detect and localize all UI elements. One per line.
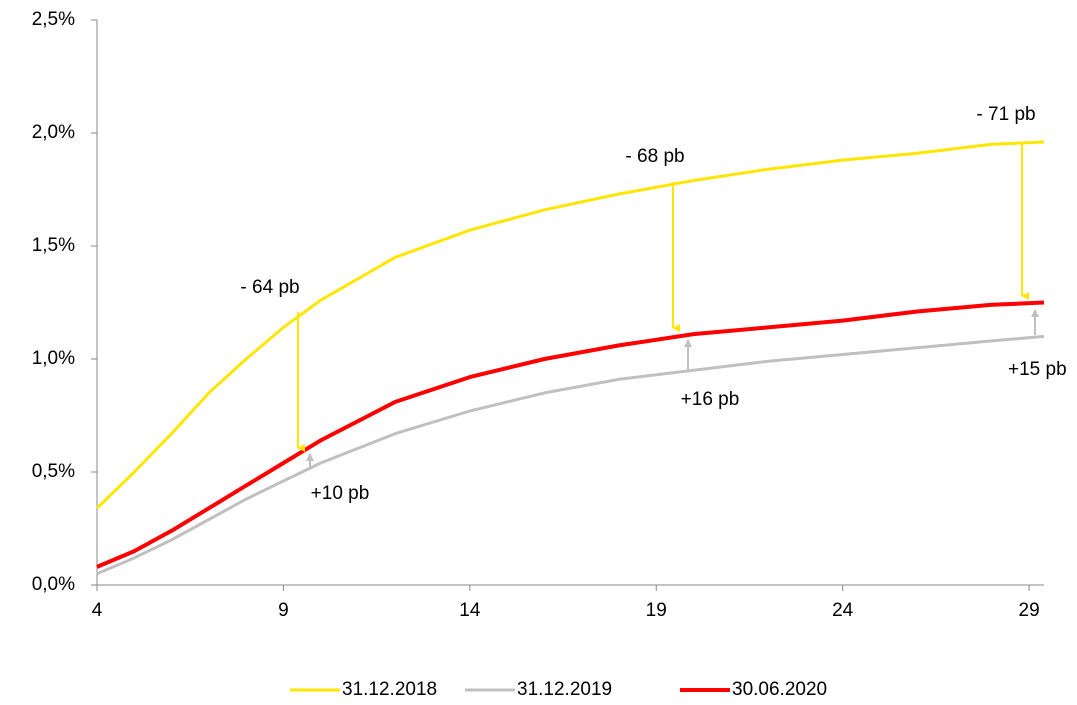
y-tick-label: 2,0% [32, 122, 75, 143]
x-tick-label: 29 [1019, 600, 1040, 621]
series-line [96, 334, 1045, 576]
legend-label: 31.12.2018 [342, 679, 437, 700]
x-tick-label: 24 [832, 600, 854, 621]
legend-label: 31.12.2019 [517, 679, 612, 700]
annotation-arrows [297, 142, 1039, 470]
series-line [95, 140, 1045, 510]
annotation: - 71 pb [976, 104, 1035, 125]
annotation: +10 pb [311, 483, 370, 504]
y-tick-label: 1,5% [32, 235, 75, 256]
x-tick-label: 9 [278, 600, 289, 621]
y-tick-label: 0,5% [32, 461, 75, 482]
annotation: +15 pb [1008, 359, 1067, 380]
annotation: - 68 pb [625, 146, 684, 167]
series-line [96, 300, 1045, 569]
y-tick-label: 0,0% [32, 574, 75, 595]
annotation: +16 pb [681, 389, 740, 410]
annotation: - 64 pb [240, 277, 299, 298]
x-tick-label: 4 [92, 600, 103, 621]
legend-label: 30.06.2020 [732, 679, 827, 700]
y-tick-label: 1,0% [32, 348, 75, 369]
y-tick-label: 2,5% [32, 9, 75, 30]
x-tick-label: 14 [459, 600, 481, 621]
x-tick-label: 19 [646, 600, 667, 621]
